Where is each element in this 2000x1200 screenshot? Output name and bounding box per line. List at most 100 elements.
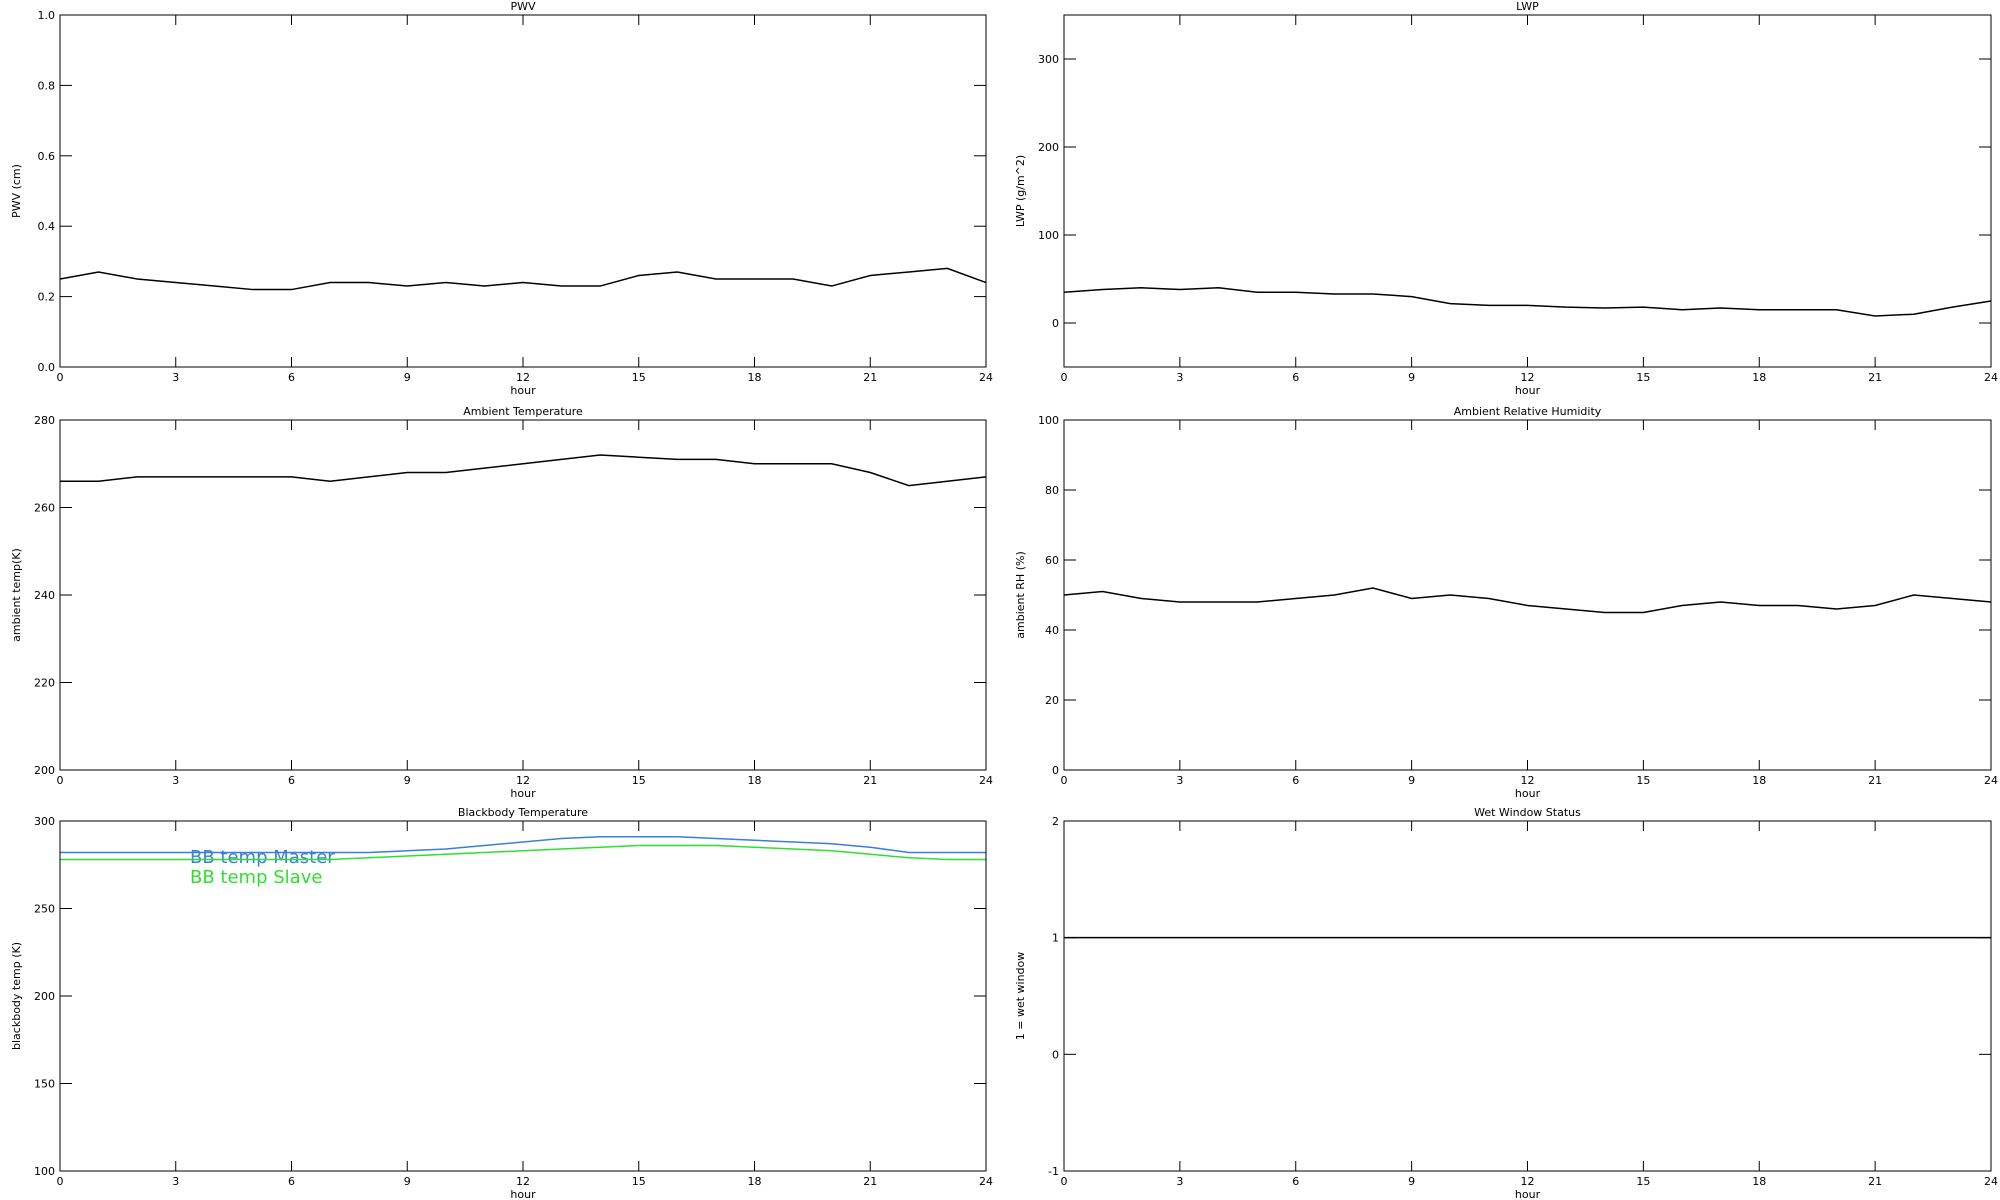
x-tick-label: 0: [1061, 371, 1068, 384]
plot-frame: [59, 419, 987, 771]
x-tick-label: 0: [57, 1175, 64, 1188]
chart: Ambient Relative Humidity ambient RH (%) h…: [1014, 405, 1998, 800]
chart: PWV PWV (cm) hour 0 3 6 9 12 15 18 21 24 0.0 0.2 0.4 0.…: [10, 0, 993, 397]
x-tick-label: 24: [1984, 1175, 1998, 1188]
data-line: [60, 844, 986, 861]
chart-title: Ambient Relative Humidity: [1454, 405, 1602, 418]
y-axis-label: PWV (cm): [10, 164, 23, 218]
y-tick-label: 260: [34, 502, 55, 515]
x-tick-label: 6: [1292, 371, 1299, 384]
x-tick-label: 15: [1636, 371, 1650, 384]
x-tick-label: 9: [1408, 371, 1415, 384]
y-axis-label: ambient temp(K): [10, 548, 23, 642]
y-axis-label: 1 = wet window: [1014, 952, 1027, 1041]
x-axis-label: hour: [1515, 787, 1541, 800]
y-tick-label: 300: [1038, 53, 1059, 66]
x-tick-label: 15: [1636, 774, 1650, 787]
x-axis-label: hour: [510, 384, 536, 397]
x-tick-label: 12: [1521, 1175, 1535, 1188]
x-tick-label: 24: [979, 1175, 993, 1188]
x-tick-label: 0: [57, 371, 64, 384]
x-tick-label: 24: [979, 371, 993, 384]
plot-frame: [1063, 14, 1992, 368]
x-tick-label: 3: [1176, 774, 1183, 787]
plot-frame: [1063, 820, 1992, 1172]
legend-entry: BB temp Slave: [190, 867, 322, 888]
x-tick-label: 18: [1752, 371, 1766, 384]
y-tick-label: 300: [34, 815, 55, 828]
y-tick-label: 280: [34, 414, 55, 427]
y-axis-label: blackbody temp (K): [10, 942, 23, 1050]
y-tick-label: 0: [1052, 317, 1059, 330]
y-tick-label: 200: [34, 764, 55, 777]
chart: LWP LWP (g/m^2) hour 0 3 6 9 12 15 18 21 24 0 100 200 3…: [1014, 0, 1998, 397]
y-tick-label: 0: [1052, 764, 1059, 777]
x-tick-label: 18: [1752, 774, 1766, 787]
x-tick-label: 21: [863, 371, 877, 384]
y-tick-label: 0.2: [38, 291, 56, 304]
x-tick-label: 9: [404, 1175, 411, 1188]
x-axis-label: hour: [1515, 1188, 1541, 1200]
chart: Blackbody Temperature blackbody temp (K) h…: [10, 806, 993, 1200]
x-tick-label: 18: [748, 371, 762, 384]
x-tick-label: 0: [1061, 774, 1068, 787]
data-line: [60, 454, 987, 487]
legend-entry: BB temp Master: [190, 847, 335, 868]
x-axis-label: hour: [510, 1188, 536, 1200]
y-tick-label: 0.4: [38, 220, 56, 233]
y-tick-label: 200: [1038, 141, 1059, 154]
x-tick-label: 12: [516, 1175, 530, 1188]
chart-title: LWP: [1516, 0, 1539, 13]
y-tick-label: 100: [34, 1165, 55, 1178]
y-tick-label: 0.6: [38, 150, 56, 163]
x-tick-label: 15: [632, 774, 646, 787]
x-tick-label: 12: [516, 774, 530, 787]
x-tick-label: 12: [1521, 371, 1535, 384]
y-tick-label: 150: [34, 1078, 55, 1091]
y-tick-label: 250: [34, 903, 55, 916]
y-tick-label: 100: [1038, 414, 1059, 427]
x-tick-label: 3: [172, 371, 179, 384]
x-tick-label: 15: [632, 1175, 646, 1188]
x-tick-label: 3: [1176, 1175, 1183, 1188]
y-tick-label: 20: [1045, 694, 1059, 707]
x-tick-label: 24: [979, 774, 993, 787]
data-line: [60, 836, 986, 854]
y-tick-label: 1.0: [38, 9, 56, 22]
x-tick-label: 3: [172, 1175, 179, 1188]
chart-title: PWV: [510, 0, 536, 13]
plot-frame: [59, 14, 987, 368]
data-line: [59, 267, 987, 291]
x-tick-label: 6: [1292, 1175, 1299, 1188]
x-tick-label: 18: [1752, 1175, 1766, 1188]
y-tick-label: 200: [34, 990, 55, 1003]
y-tick-label: -1: [1048, 1165, 1059, 1178]
x-tick-label: 3: [1176, 371, 1183, 384]
x-tick-label: 6: [288, 1175, 295, 1188]
chart-title: Wet Window Status: [1474, 806, 1581, 819]
y-tick-label: 100: [1038, 229, 1059, 242]
x-tick-label: 21: [1868, 371, 1882, 384]
y-tick-label: 2: [1052, 815, 1059, 828]
x-tick-label: 15: [632, 371, 646, 384]
x-tick-label: 9: [404, 774, 411, 787]
x-tick-label: 15: [1636, 1175, 1650, 1188]
x-tick-label: 0: [57, 774, 64, 787]
x-tick-label: 21: [1868, 1175, 1882, 1188]
x-tick-label: 6: [1292, 774, 1299, 787]
y-axis-label: LWP (g/m^2): [1014, 155, 1027, 227]
chart: Wet Window Status 1 = wet window hour 0 3 6 9 1…: [1014, 806, 1998, 1200]
x-axis-label: hour: [510, 787, 536, 800]
y-tick-label: 0.0: [38, 361, 56, 374]
x-tick-label: 12: [516, 371, 530, 384]
data-line: [1063, 587, 1992, 614]
x-tick-label: 12: [1521, 774, 1535, 787]
y-tick-label: 80: [1045, 484, 1059, 497]
chart-title: Ambient Temperature: [463, 405, 583, 418]
x-tick-label: 9: [404, 371, 411, 384]
y-tick-label: 0.8: [38, 79, 56, 92]
x-tick-label: 24: [1984, 371, 1998, 384]
y-tick-label: 1: [1052, 932, 1059, 945]
